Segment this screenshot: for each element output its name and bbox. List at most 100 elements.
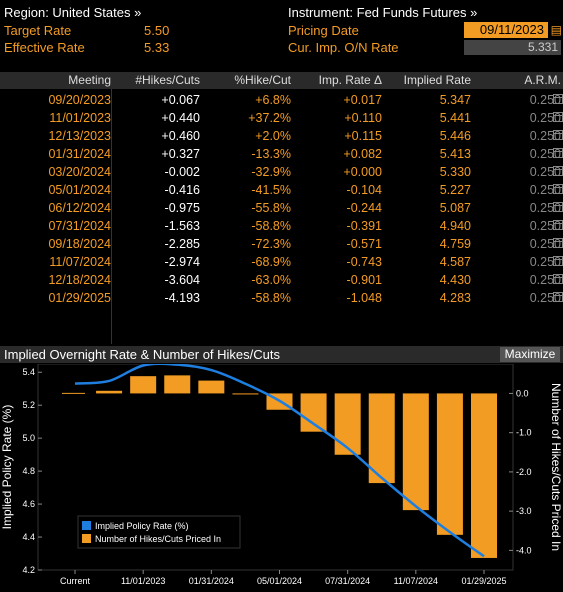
pricing-date-field[interactable]: 09/11/2023 ▤ [464, 22, 562, 38]
target-rate-label: Target Rate [4, 23, 72, 38]
cell-pct-hike-cut: -68.9% [251, 255, 291, 269]
y-tick-label-left: 4.6 [22, 499, 35, 509]
cell-imp-rate-delta: +0.017 [343, 93, 382, 107]
cell-meeting: 11/01/2023 [49, 111, 111, 125]
cell-implied-rate: 5.330 [439, 165, 471, 179]
arm-calendar-icon[interactable] [553, 274, 563, 284]
cell-hikes-cuts: -2.974 [164, 255, 200, 269]
chart-bar [96, 390, 123, 394]
y-axis-label-right: Number of Hikes/Cuts Priced In [549, 383, 563, 551]
pricing-date-value[interactable]: 09/11/2023 [479, 22, 544, 37]
arm-calendar-icon[interactable] [553, 130, 563, 140]
table-row[interactable]: 07/31/2024 -1.563 -58.8% -0.391 4.940 0.250 [0, 217, 563, 235]
maximize-button[interactable]: Maximize [500, 347, 560, 362]
meetings-table: Meeting #Hikes/Cuts %Hike/Cut Imp. Rate … [0, 72, 563, 344]
cell-pct-hike-cut: +6.8% [255, 93, 291, 107]
legend: Implied Policy Rate (%) Number of Hikes/… [77, 515, 241, 549]
target-rate-value: 5.50 [144, 23, 170, 38]
col-header-implied-rate[interactable]: Implied Rate [403, 73, 471, 87]
cell-pct-hike-cut: -55.8% [251, 201, 291, 215]
x-tick-label: 01/29/2025 [461, 576, 506, 586]
cell-implied-rate: 5.413 [439, 147, 471, 161]
cell-meeting: 07/31/2024 [48, 219, 111, 233]
cell-imp-rate-delta: -0.391 [346, 219, 382, 233]
cell-meeting: 05/01/2024 [48, 183, 111, 197]
pricing-date-label: Pricing Date [288, 23, 359, 38]
arm-calendar-icon[interactable] [553, 256, 563, 266]
y-tick-label-left: 5.2 [22, 400, 35, 410]
cell-meeting: 01/29/2025 [48, 291, 111, 305]
cell-implied-rate: 5.347 [439, 93, 471, 107]
cell-hikes-cuts: -3.604 [164, 273, 200, 287]
cell-imp-rate-delta: +0.000 [343, 165, 382, 179]
cell-meeting: 12/13/2023 [48, 129, 111, 143]
cell-hikes-cuts: -0.975 [164, 201, 200, 215]
cell-pct-hike-cut: -58.8% [251, 219, 291, 233]
arm-calendar-icon[interactable] [553, 292, 563, 302]
arm-calendar-icon[interactable] [553, 94, 563, 104]
cell-meeting: 01/31/2024 [48, 147, 111, 161]
table-row[interactable]: 09/18/2024 -2.285 -72.3% -0.571 4.759 0.250 [0, 235, 563, 253]
cell-implied-rate: 4.759 [439, 237, 471, 251]
table-row[interactable]: 01/29/2025 -4.193 -58.8% -1.048 4.283 0.250 [0, 289, 563, 307]
x-tick-label: 05/01/2024 [257, 576, 302, 586]
cell-hikes-cuts: -0.416 [164, 183, 200, 197]
arm-calendar-icon[interactable] [553, 148, 563, 158]
table-row[interactable]: 12/13/2023 +0.460 +2.0% +0.115 5.446 0.250 [0, 127, 563, 145]
cell-imp-rate-delta: -0.743 [346, 255, 382, 269]
cell-meeting: 06/12/2024 [48, 201, 111, 215]
cell-hikes-cuts: +0.460 [161, 129, 200, 143]
arm-calendar-icon[interactable] [553, 166, 563, 176]
table-header: Meeting #Hikes/Cuts %Hike/Cut Imp. Rate … [0, 72, 563, 89]
chart-bar [471, 393, 497, 558]
implied-rate-chart: 4.2 4.4 4.6 4.8 5.0 5.2 5.4 0.0 -1.0 -2.0 -3.0 -4.… [0, 364, 563, 592]
arm-calendar-icon[interactable] [553, 184, 563, 194]
arm-calendar-icon[interactable] [553, 220, 563, 230]
cell-pct-hike-cut: -63.0% [251, 273, 291, 287]
cell-imp-rate-delta: +0.115 [344, 129, 382, 143]
table-row[interactable]: 09/20/2023 +0.067 +6.8% +0.017 5.347 0.250 [0, 91, 563, 109]
cell-hikes-cuts: -0.002 [164, 165, 200, 179]
col-header-meeting[interactable]: Meeting [68, 73, 111, 87]
chart-bar [402, 393, 429, 511]
cell-hikes-cuts: -4.193 [164, 291, 200, 305]
col-header-imp-rate-delta[interactable]: Imp. Rate Δ [318, 73, 382, 87]
cell-implied-rate: 4.283 [439, 291, 471, 305]
table-row[interactable]: 06/12/2024 -0.975 -55.8% -0.244 5.087 0.250 [0, 199, 563, 217]
region-selector[interactable]: Region: United States » [4, 5, 142, 20]
col-header-pct-hike-cut[interactable]: %Hike/Cut [234, 73, 291, 87]
chart-bar [232, 393, 259, 395]
table-row[interactable]: 03/20/2024 -0.002 -32.9% +0.000 5.330 0.250 [0, 163, 563, 181]
chart-bar [198, 380, 225, 394]
cell-implied-rate: 4.587 [439, 255, 471, 269]
arm-calendar-icon[interactable] [553, 238, 563, 248]
y-tick-label-right: 0.0 [516, 388, 529, 398]
cell-imp-rate-delta: -1.048 [346, 291, 382, 305]
header-panel: Region: United States » Instrument: Fed … [0, 0, 563, 62]
chart-bar [436, 393, 463, 535]
effective-rate-value: 5.33 [144, 40, 170, 55]
table-row[interactable]: 11/01/2023 +0.440 +37.2% +0.110 5.441 0.250 [0, 109, 563, 127]
chart-header: Implied Overnight Rate & Number of Hikes… [0, 346, 563, 363]
cell-meeting: 11/07/2024 [49, 255, 111, 269]
table-row[interactable]: 05/01/2024 -0.416 -41.5% -0.104 5.227 0.250 [0, 181, 563, 199]
cell-meeting: 12/18/2024 [48, 273, 111, 287]
arm-calendar-icon[interactable] [553, 202, 563, 212]
cell-implied-rate: 5.227 [439, 183, 471, 197]
cell-implied-rate: 4.430 [439, 273, 471, 287]
arm-calendar-icon[interactable] [553, 112, 563, 122]
instrument-selector[interactable]: Instrument: Fed Funds Futures » [288, 5, 478, 20]
cell-hikes-cuts: +0.440 [161, 111, 200, 125]
calendar-icon[interactable]: ▤ [550, 23, 562, 37]
cell-hikes-cuts: -2.285 [164, 237, 200, 251]
table-row[interactable]: 11/07/2024 -2.974 -68.9% -0.743 4.587 0.250 [0, 253, 563, 271]
table-row[interactable]: 12/18/2024 -3.604 -63.0% -0.901 4.430 0.250 [0, 271, 563, 289]
legend-swatch-hikes [82, 534, 91, 543]
table-row[interactable]: 01/31/2024 +0.327 -13.3% +0.082 5.413 0.250 [0, 145, 563, 163]
col-header-arm[interactable]: A.R.M. [524, 73, 561, 87]
y-tick-label-left: 5.0 [22, 433, 35, 443]
col-header-hikes-cuts[interactable]: #Hikes/Cuts [135, 73, 200, 87]
chart-bar [164, 375, 191, 394]
cell-implied-rate: 5.441 [439, 111, 471, 125]
cell-pct-hike-cut: -41.5% [251, 183, 291, 197]
